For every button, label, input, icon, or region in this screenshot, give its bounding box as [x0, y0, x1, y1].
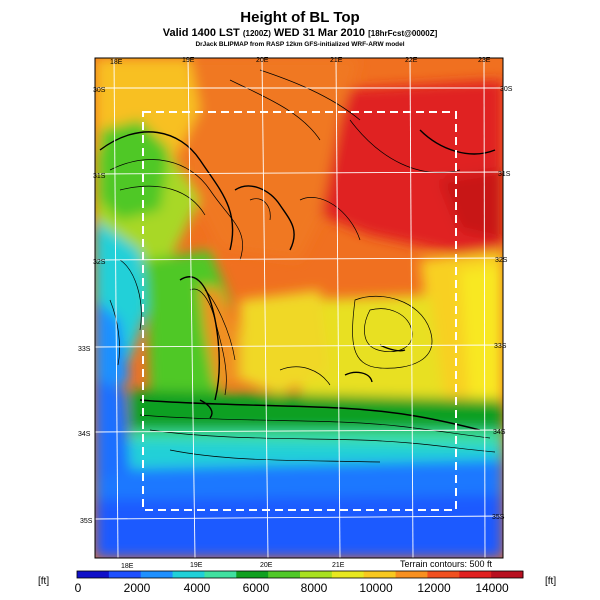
bottom-longitude-labels: 18E 19E 20E 21E [121, 562, 345, 570]
left-latitude-labels: 30S 31S 32S 33S 34S 35S [78, 87, 106, 525]
valid-time-utc: (1200Z) [242, 29, 271, 38]
colorbar-tick-4000: 4000 [184, 581, 211, 595]
valid-time: Valid 1400 LST [162, 27, 240, 39]
colorbar-tick-10000: 10000 [359, 581, 393, 595]
colorbar-swatch [108, 571, 142, 578]
lat-lon-grid [94, 57, 504, 559]
bottom-lon-19e: 19E [190, 562, 203, 569]
forecast-info: [18hrFcst@0000Z] [368, 29, 438, 38]
top-lon-22e: 22E [405, 57, 418, 64]
bottom-lon-20e: 20E [260, 562, 273, 569]
bl-top-field [95, 58, 503, 558]
left-lat-32s: 32S [93, 259, 106, 266]
colorbar-swatch [77, 571, 110, 578]
colorbar-swatch [172, 571, 205, 578]
map-subtitle: Valid 1400 LST (1200Z) WED 31 Mar 2010 [… [0, 27, 600, 39]
colorbar-swatch [300, 571, 333, 578]
left-lat-30s: 30S [93, 87, 106, 94]
colorbar-swatch [236, 571, 269, 578]
right-lat-33s: 33S [494, 343, 507, 350]
bottom-lon-21e: 21E [332, 562, 345, 569]
left-lat-31s: 31S [93, 173, 106, 180]
right-lat-34s: 34S [493, 429, 506, 436]
terrain-contours [99, 69, 496, 463]
colorbar-tick-0: 0 [75, 581, 82, 595]
model-credit: DrJack BLIPMAP from RASP 12km GFS-initia… [195, 41, 405, 48]
colorbar-frame [76, 570, 524, 579]
valid-date: WED 31 Mar 2010 [273, 27, 366, 39]
colorbar-tick-6000: 6000 [243, 581, 270, 595]
colorbar-swatch [268, 571, 301, 578]
colorbar-swatch [363, 571, 397, 578]
colorbar-unit-left: [ft] [38, 576, 49, 587]
map-frame [94, 57, 504, 559]
top-lon-23e: 23E [478, 57, 491, 64]
colorbar-swatch [140, 571, 174, 578]
right-lat-31s: 31S [498, 171, 511, 178]
right-lat-35s: 35S [492, 514, 505, 521]
colorbar-swatch [204, 571, 237, 578]
top-lon-20e: 20E [256, 57, 269, 64]
left-lat-34s: 34S [78, 431, 91, 438]
right-lat-30s: 30S [500, 86, 513, 93]
terrain-contour-note: Terrain contours: 500 ft [400, 559, 493, 569]
map-title: Height of BL Top [240, 9, 360, 26]
top-lon-21e: 21E [330, 57, 343, 64]
colorbar-swatches [77, 571, 524, 578]
colorbar-swatch [395, 571, 428, 578]
colorbar-tick-8000: 8000 [301, 581, 328, 595]
colorbar-tick-2000: 2000 [124, 581, 151, 595]
colorbar-unit-right: [ft] [545, 576, 556, 587]
colorbar-swatch [459, 571, 492, 578]
colorbar-swatch [331, 571, 365, 578]
top-longitude-labels: 18E 19E 20E 21E 22E 23E [110, 57, 491, 66]
colorbar: [ft] [ft] 0 2000 4000 6000 8000 10000 12… [38, 570, 556, 595]
right-latitude-labels: 30S 31S 32S 33S 34S 35S [492, 86, 513, 521]
colorbar-tick-12000: 12000 [417, 581, 451, 595]
left-lat-35s: 35S [80, 518, 93, 525]
colorbar-tick-14000: 14000 [475, 581, 509, 595]
bottom-lon-18e: 18E [121, 563, 134, 570]
left-lat-33s: 33S [78, 346, 91, 353]
colorbar-swatch [491, 571, 524, 578]
right-lat-32s: 32S [495, 257, 508, 264]
top-lon-19e: 19E [182, 57, 195, 64]
inner-domain-boundary [142, 111, 457, 511]
top-lon-18e: 18E [110, 59, 123, 66]
colorbar-swatch [427, 571, 460, 578]
